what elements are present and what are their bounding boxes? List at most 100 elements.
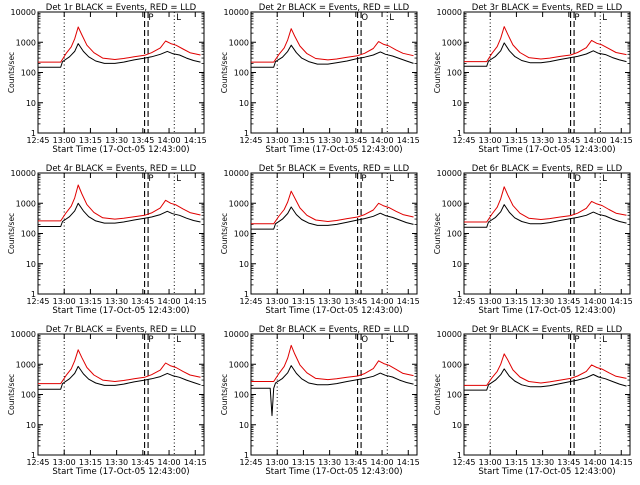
flag-label: P [574, 335, 579, 345]
x-tick-label: 13:00 [479, 136, 502, 145]
plot-frame [463, 11, 631, 134]
x-tick-label: 14:00 [158, 136, 181, 145]
x-tick-label: 13:00 [53, 297, 76, 306]
x-axis-title: Start Time (17-Oct-05 12:43:00) [265, 306, 402, 316]
y-tick-label: 10000 [224, 8, 249, 17]
x-tick-label: 14:00 [584, 136, 607, 145]
flag-label: L [602, 174, 607, 184]
y-axis-title: Counts/sec [433, 374, 442, 415]
y-tick-label: 1 [244, 129, 249, 138]
y-tick-label: 1000 [442, 199, 462, 208]
y-tick-label: 1000 [442, 360, 462, 369]
y-tick-label: 1 [457, 290, 462, 299]
y-tick-label: 10 [26, 421, 36, 430]
x-tick-label: 13:30 [318, 136, 341, 145]
flag-label: P [148, 13, 153, 23]
x-tick-label: 13:15 [505, 297, 528, 306]
panel-title: Det 3r BLACK = Events, RED = LLD [472, 3, 623, 13]
y-tick-label: 10 [26, 260, 36, 269]
x-tick-label: 13:45 [557, 136, 580, 145]
x-tick-label: 12:45 [239, 458, 262, 467]
y-tick-label: 10000 [11, 330, 36, 339]
x-tick-label: 13:15 [79, 458, 102, 467]
x-tick-label: 13:30 [531, 136, 554, 145]
flag-label: L [602, 335, 607, 345]
y-axis-title: Counts/sec [433, 213, 442, 254]
flag-label: L [176, 13, 181, 23]
x-tick-label: 13:30 [318, 458, 341, 467]
panel-title: Det 1r BLACK = Events, RED = LLD [46, 3, 197, 13]
y-tick-label: 1000 [229, 38, 249, 47]
x-tick-label: 14:00 [371, 297, 394, 306]
y-tick-label: 10000 [437, 8, 462, 17]
y-tick-label: 10 [239, 99, 249, 108]
flag-label: L [389, 174, 394, 184]
detector-panel: Det 6r BLACK = Events, RED = LLD 1 10 100 10… [433, 164, 633, 316]
y-tick-label: 10 [239, 260, 249, 269]
x-tick-label: 12:45 [26, 458, 49, 467]
x-tick-label: 14:15 [610, 297, 633, 306]
y-tick-label: 100 [447, 69, 462, 78]
detector-panel: Det 4r BLACK = Events, RED = LLD 1 10 100 10… [7, 164, 207, 316]
flag-label: P [361, 174, 366, 184]
plot-frame [463, 172, 631, 295]
x-axis-title: Start Time (17-Oct-05 12:43:00) [52, 467, 189, 477]
series-line-lld [464, 353, 627, 386]
x-tick-label: 13:00 [266, 297, 289, 306]
x-tick-label: 13:45 [557, 458, 580, 467]
x-tick-label: 13:45 [344, 297, 367, 306]
y-axis-title: Counts/sec [220, 374, 229, 415]
y-tick-label: 100 [447, 391, 462, 400]
y-tick-label: 100 [447, 230, 462, 239]
x-tick-label: 14:00 [584, 458, 607, 467]
y-axis-title: Counts/sec [7, 213, 16, 254]
flag-label: L [176, 174, 181, 184]
x-tick-label: 13:45 [344, 458, 367, 467]
panel-title: Det 7r BLACK = Events, RED = LLD [46, 325, 197, 335]
panel-title: Det 8r BLACK = Events, RED = LLD [259, 325, 410, 335]
panel-title: Det 4r BLACK = Events, RED = LLD [46, 164, 197, 174]
panel-title: Det 5r BLACK = Events, RED = LLD [259, 164, 410, 174]
detector-panel: Det 8r BLACK = Events, RED = LLD 1 10 100 10… [220, 325, 420, 477]
x-tick-label: 14:15 [397, 297, 420, 306]
x-tick-label: 13:45 [131, 458, 154, 467]
y-tick-label: 10000 [437, 169, 462, 178]
plot-frame [250, 172, 418, 295]
detector-panel: Det 3r BLACK = Events, RED = LLD 1 10 100 10… [433, 3, 633, 155]
x-axis-title: Start Time (17-Oct-05 12:43:00) [52, 306, 189, 316]
y-tick-label: 1000 [229, 360, 249, 369]
y-tick-label: 1 [457, 451, 462, 460]
y-tick-label: 10 [239, 421, 249, 430]
y-tick-label: 1000 [16, 360, 36, 369]
x-tick-label: 13:00 [53, 136, 76, 145]
x-tick-label: 13:15 [79, 136, 102, 145]
x-tick-label: 13:30 [531, 458, 554, 467]
y-tick-label: 10000 [11, 169, 36, 178]
x-tick-label: 12:45 [26, 136, 49, 145]
series-line-lld [38, 184, 201, 222]
plot-frame [250, 333, 418, 456]
series-line-events [251, 44, 414, 68]
y-tick-label: 1 [31, 451, 36, 460]
y-tick-label: 10000 [11, 8, 36, 17]
series-line-events [464, 368, 627, 391]
plot-frame [250, 11, 418, 134]
x-tick-label: 13:15 [292, 297, 315, 306]
x-tick-label: 13:45 [131, 136, 154, 145]
y-tick-label: 10 [452, 421, 462, 430]
detector-panel: Det 1r BLACK = Events, RED = LLD 1 10 100 10… [7, 3, 207, 155]
series-line-lld [251, 190, 414, 225]
x-axis-title: Start Time (17-Oct-05 12:43:00) [265, 145, 402, 155]
y-tick-label: 10 [452, 99, 462, 108]
x-axis-title: Start Time (17-Oct-05 12:43:00) [478, 306, 615, 316]
panel-title: Det 6r BLACK = Events, RED = LLD [472, 164, 623, 174]
y-tick-label: 100 [234, 69, 249, 78]
y-tick-label: 100 [21, 391, 36, 400]
y-axis-title: Counts/sec [7, 52, 16, 93]
y-tick-label: 1 [457, 129, 462, 138]
plot-frame [37, 172, 205, 295]
x-axis-title: Start Time (17-Oct-05 12:43:00) [265, 467, 402, 477]
x-tick-label: 13:15 [79, 297, 102, 306]
